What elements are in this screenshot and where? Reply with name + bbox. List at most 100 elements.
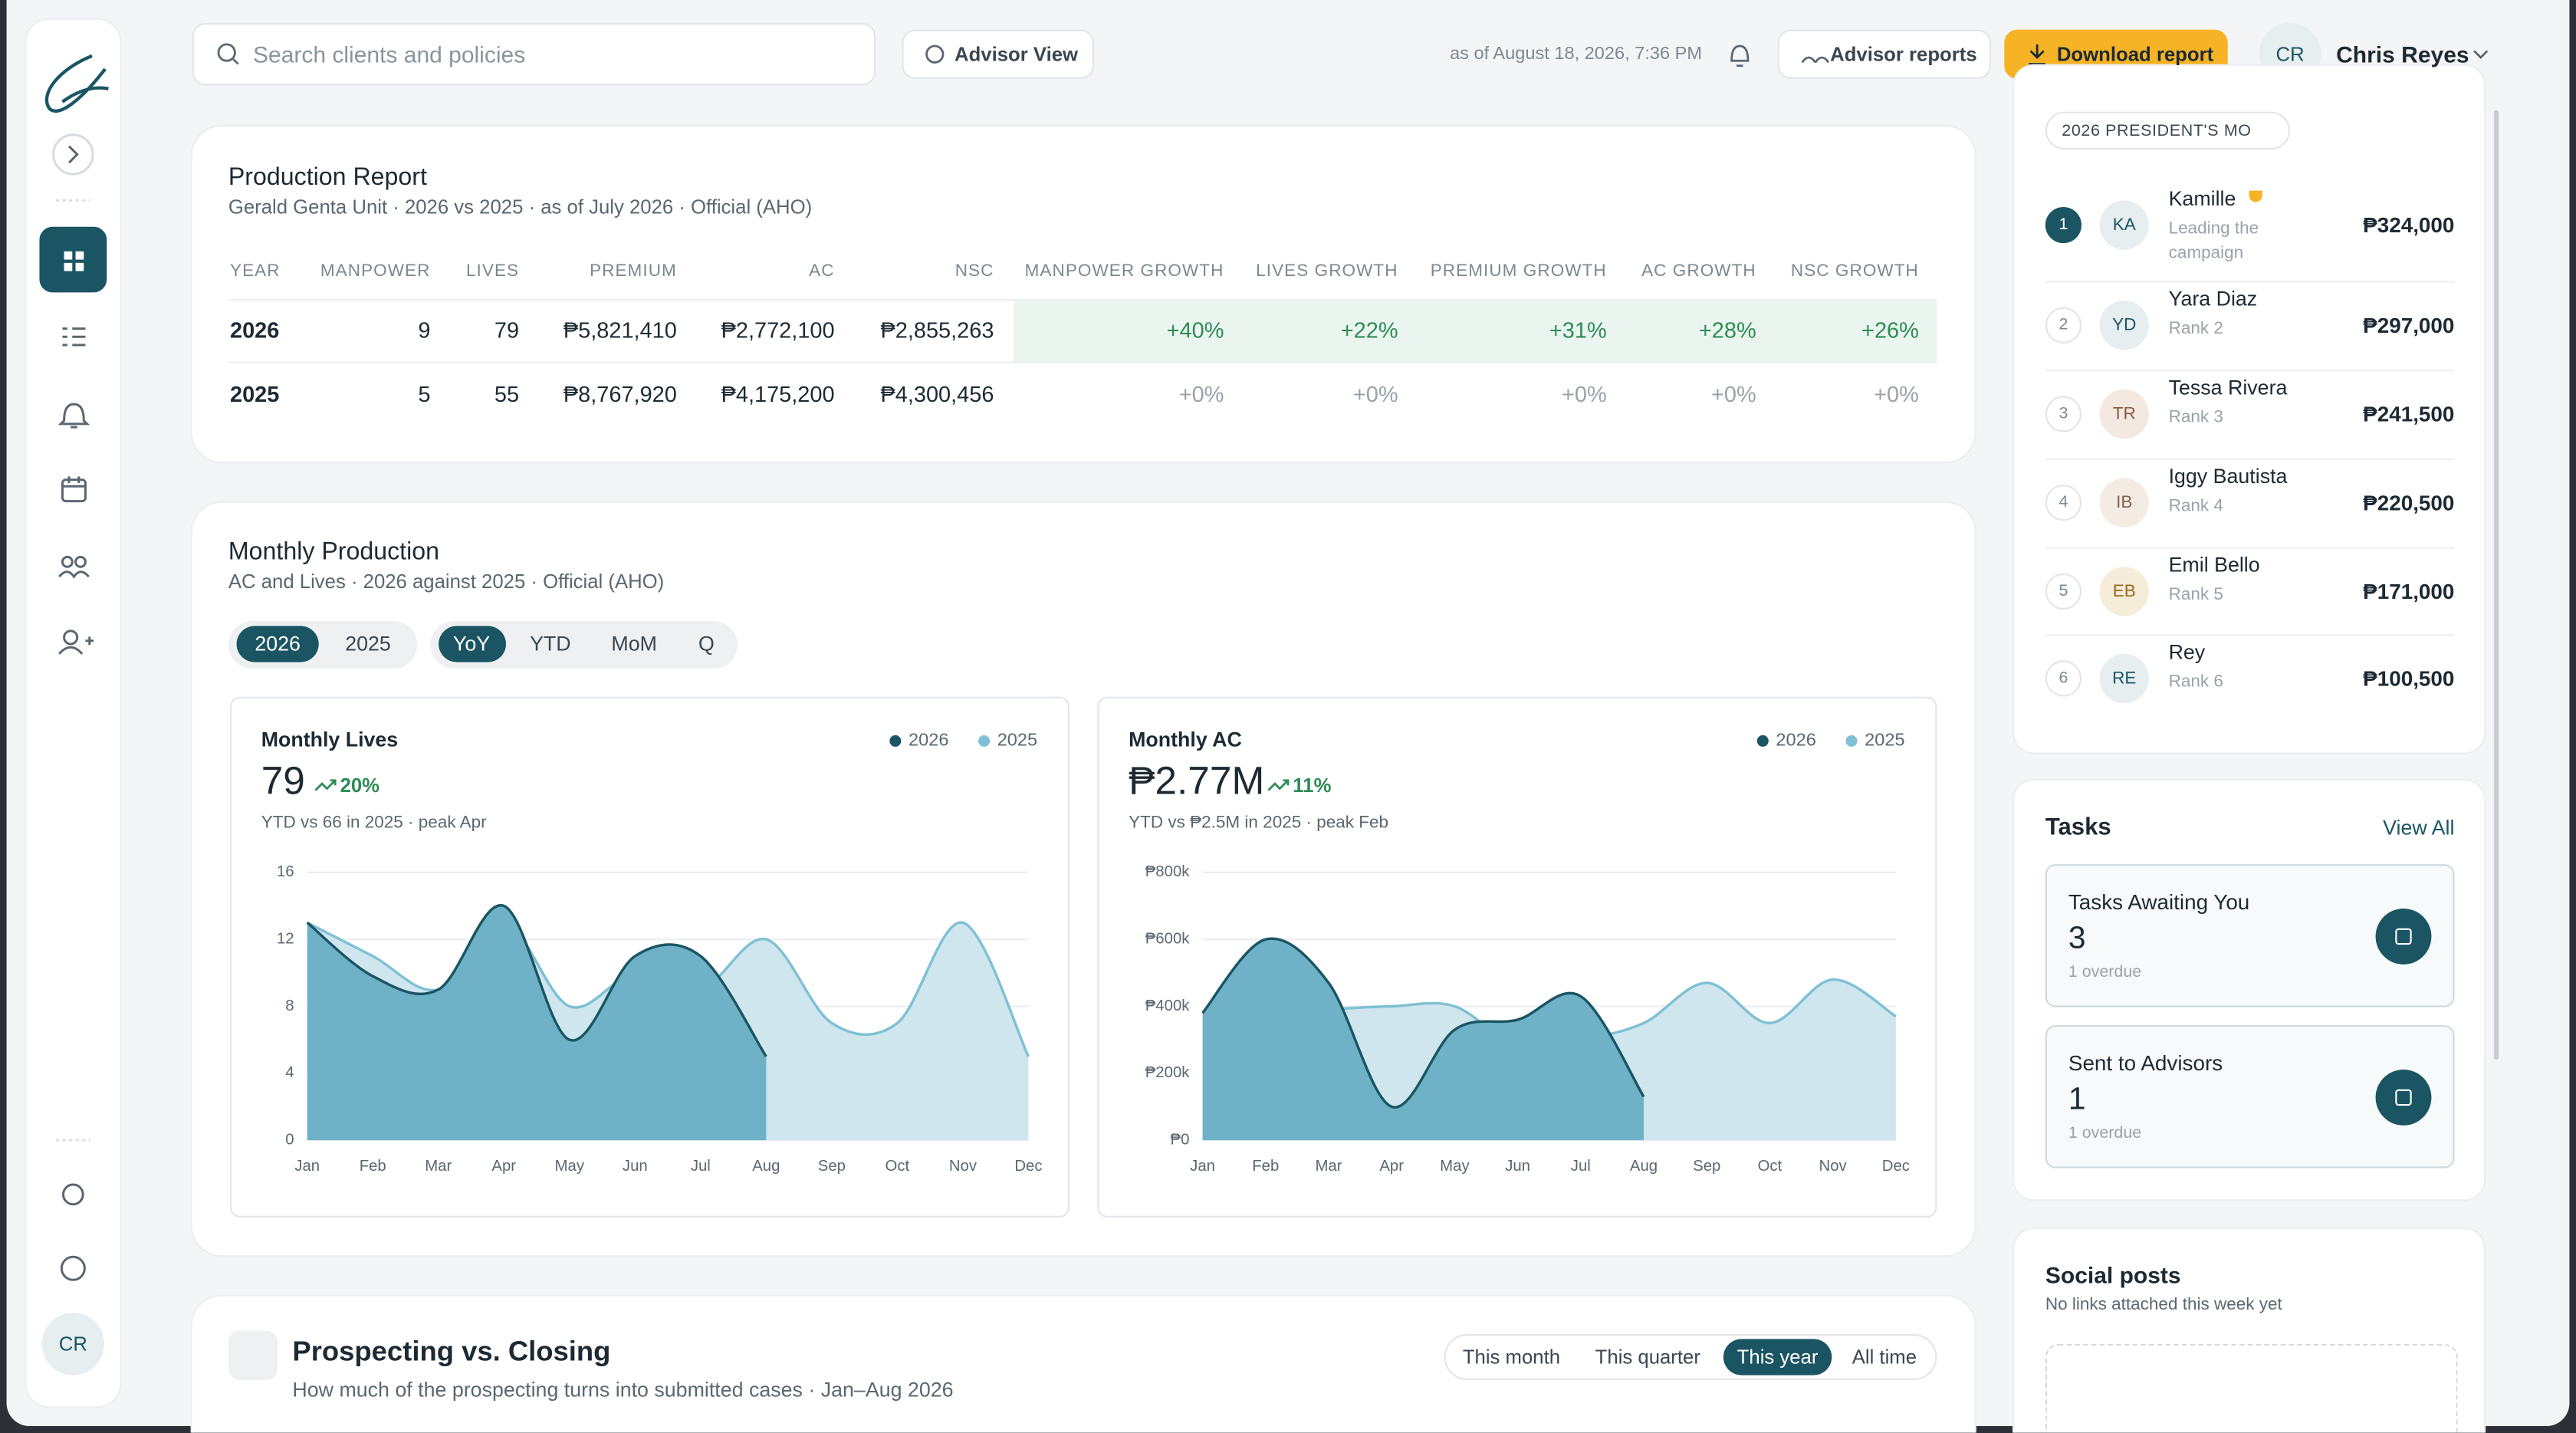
y-tick-label: 0: [285, 1132, 294, 1149]
x-tick-label: May: [555, 1158, 585, 1175]
rank: 5: [2058, 582, 2068, 601]
area-line: [1201, 937, 1645, 1109]
view-all-link[interactable]: View All: [2383, 817, 2455, 840]
nav-team[interactable]: [58, 555, 90, 579]
tab[interactable]: YoY: [452, 633, 491, 656]
table-cell: ₱2,772,100: [721, 317, 835, 343]
table-cell: +0%: [1352, 382, 1398, 407]
rank-badge: [2045, 396, 2082, 432]
table-cell: ₱4,300,456: [880, 382, 994, 407]
nav-notifications[interactable]: [58, 403, 90, 429]
task-glyph: [2395, 928, 2412, 945]
chart: Monthly Lives 79 20% YTD vs 66 in 2025 · pe…: [261, 728, 1043, 1175]
y-tick-label: 4: [285, 1064, 294, 1081]
calendar-lines: [62, 476, 86, 488]
y-tick-label: ₱400k: [1145, 998, 1191, 1014]
legend-label: 2025: [997, 730, 1037, 750]
avatar: [2099, 301, 2149, 350]
campaign-dropdown[interactable]: [2045, 111, 2291, 150]
nav-dashboard[interactable]: [39, 226, 107, 293]
campaign-label: 2026 PRESIDENT'S MO: [2062, 122, 2252, 141]
legend-dot: [1845, 735, 1858, 747]
x-tick-label: Dec: [1014, 1158, 1042, 1175]
y-tick-label: ₱200k: [1145, 1064, 1191, 1081]
sidebar-avatar[interactable]: [41, 1313, 105, 1375]
range-toggle: [1444, 1334, 1937, 1380]
x-tick-label: May: [1440, 1158, 1470, 1175]
sidebar-avatar-initials: CR: [58, 1332, 87, 1356]
range-tab[interactable]: This year: [1737, 1346, 1819, 1369]
tab[interactable]: Q: [698, 633, 715, 656]
x-tick-label: Feb: [360, 1158, 386, 1175]
change-value: 11%: [1293, 775, 1331, 797]
table-cell: 79: [494, 317, 520, 343]
legend-label: 2026: [1776, 730, 1815, 750]
section-title: Prospecting vs. Closing: [292, 1336, 611, 1367]
table-cell: +40%: [1166, 317, 1224, 343]
download-icon: [2029, 44, 2045, 65]
table-rule: [228, 361, 1937, 363]
rank-badge: [2045, 660, 2082, 697]
card-title: Tasks: [2045, 814, 2111, 842]
x-tick-label: Aug: [752, 1158, 780, 1175]
search-box[interactable]: [192, 23, 876, 86]
chart-title: Monthly AC: [1129, 728, 1242, 751]
rank-badge: [2045, 307, 2082, 343]
avatar-initials: EB: [2112, 581, 2136, 602]
rank-badge: [2045, 573, 2082, 610]
table-cell: +0%: [1561, 382, 1607, 407]
chevron: [67, 145, 79, 164]
x-tick-label: Jun: [623, 1158, 648, 1175]
column-header: NSC: [955, 261, 994, 281]
advisor-sub: Leading the campaign: [2168, 219, 2259, 263]
nav-calendar[interactable]: [61, 478, 87, 503]
card-title: Monthly Production: [228, 537, 440, 567]
avatar: [2099, 567, 2149, 616]
column-header: PREMIUM GROWTH: [1430, 261, 1607, 281]
card-title: Production Report: [228, 163, 427, 192]
user-menu-chevron[interactable]: [2473, 50, 2489, 59]
range-tab[interactable]: This quarter: [1595, 1346, 1700, 1369]
people-icon: [1801, 56, 1830, 64]
column-header: PREMIUM: [590, 261, 677, 281]
nav-help[interactable]: [60, 1255, 86, 1281]
rank: 3: [2058, 405, 2068, 423]
expand-button[interactable]: [52, 133, 94, 176]
tab[interactable]: 2026: [255, 633, 301, 656]
nav-settings[interactable]: [61, 1183, 84, 1206]
bell-icon[interactable]: [1730, 44, 1750, 67]
table-cell: 2026: [230, 317, 280, 343]
eye-icon: [925, 44, 945, 64]
table-cell: ₱4,175,200: [721, 382, 835, 407]
leaderboard-card: [2014, 65, 2484, 753]
nav-add-advisor[interactable]: [58, 629, 94, 655]
x-tick-label: Feb: [1252, 1158, 1279, 1175]
x-tick-label: Mar: [425, 1158, 452, 1175]
advisor-reports-button[interactable]: [1777, 29, 1992, 79]
user-name: Chris Reyes: [2336, 41, 2469, 67]
divider: [55, 199, 90, 1142]
area-line: [306, 904, 767, 1057]
table-rule: [228, 299, 1937, 301]
advisor-view-button[interactable]: [902, 29, 1095, 79]
download-label: Download report: [2056, 42, 2214, 66]
range-tab[interactable]: All time: [1852, 1346, 1917, 1369]
nav-tasks[interactable]: [62, 327, 86, 347]
tab[interactable]: MoM: [611, 633, 657, 656]
chart-note: YTD vs 66 in 2025 · peak Apr: [261, 813, 487, 832]
tab[interactable]: YTD: [530, 633, 571, 656]
tab[interactable]: 2025: [345, 633, 391, 656]
row-divider: [2045, 370, 2455, 372]
rank: 1: [2058, 215, 2068, 235]
row-divider: [2045, 281, 2455, 283]
range-tab[interactable]: This month: [1462, 1346, 1561, 1369]
task-count: 3: [2068, 922, 2086, 957]
column-header: NSC GROWTH: [1790, 261, 1919, 281]
table-cell: 2025: [230, 382, 280, 407]
advisor-sub: Rank 4: [2168, 496, 2223, 516]
card-title: Social posts: [2045, 1261, 2181, 1288]
advisor-sub: Rank 6: [2168, 672, 2223, 692]
advisor-name: Kamille: [2168, 187, 2236, 211]
rank-badge: [2045, 485, 2082, 521]
